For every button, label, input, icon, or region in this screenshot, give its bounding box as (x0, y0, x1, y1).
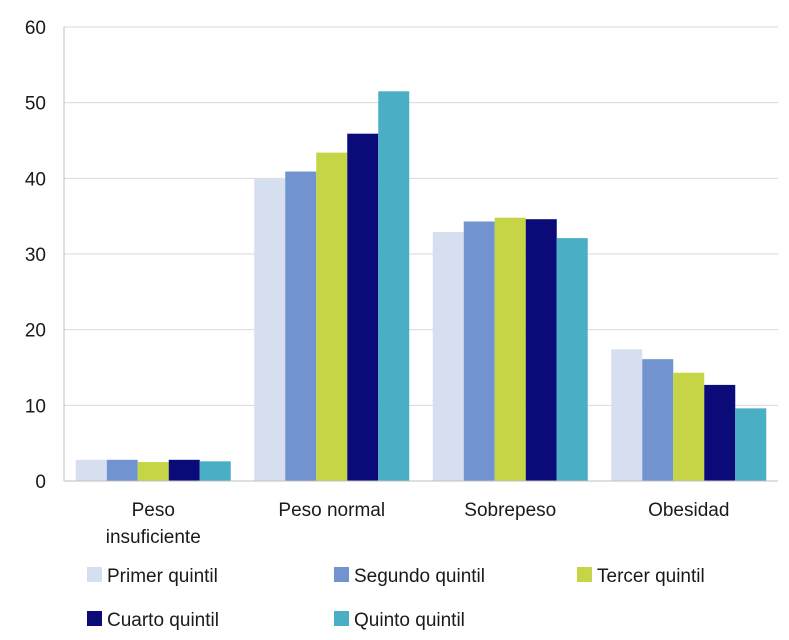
bar-cuarto-quintil (704, 384, 736, 481)
legend-swatch (87, 611, 102, 626)
bars (75, 91, 767, 482)
bar-segundo-quintil (285, 171, 317, 482)
bar-segundo-quintil (642, 359, 674, 481)
bar-quinto-quintil (735, 408, 767, 481)
legend-label: Quinto quintil (354, 610, 465, 631)
bar-primer-quintil (611, 349, 643, 481)
legend-swatch (577, 567, 592, 582)
category-label: Sobrepeso (464, 500, 556, 521)
category-label: Peso normal (278, 500, 385, 521)
y-tick-label: 30 (25, 245, 46, 266)
bar-tercer-quintil (673, 372, 705, 481)
category-label: insuficiente (106, 527, 201, 548)
y-axis-ticks: 0 10 20 30 40 50 60 (25, 18, 46, 493)
y-tick-label: 20 (25, 321, 46, 342)
legend-swatch (334, 567, 349, 582)
bar-tercer-quintil (137, 462, 169, 481)
legend-item: Quinto quintil (334, 610, 465, 631)
legend-label: Segundo quintil (354, 566, 485, 587)
bar-primer-quintil (432, 232, 464, 481)
legend-item: Primer quintil (87, 566, 218, 587)
y-tick-label: 60 (25, 18, 46, 39)
bar-quinto-quintil (199, 461, 231, 481)
legend-label: Tercer quintil (597, 566, 705, 587)
legend-label: Cuarto quintil (107, 610, 219, 631)
y-tick-label: 10 (25, 396, 46, 417)
bar-quinto-quintil (556, 238, 588, 481)
legend: Primer quintil Segundo quintil Tercer quin… (87, 566, 705, 631)
legend-item: Tercer quintil (577, 566, 705, 587)
y-tick-label: 50 (25, 94, 46, 115)
bar-quinto-quintil (378, 91, 410, 482)
bar-segundo-quintil (463, 221, 495, 482)
bar-tercer-quintil (316, 152, 348, 481)
x-axis-categories: Peso insuficiente Peso normal Sobrepeso Obes… (106, 500, 730, 548)
bar-cuarto-quintil (525, 219, 557, 481)
bar-tercer-quintil (494, 217, 526, 481)
bar-cuarto-quintil (347, 133, 379, 481)
bar-cuarto-quintil (168, 459, 200, 481)
legend-label: Primer quintil (107, 566, 218, 587)
legend-swatch (87, 567, 102, 582)
legend-swatch (334, 611, 349, 626)
category-label: Obesidad (648, 500, 729, 521)
bar-segundo-quintil (106, 459, 138, 481)
legend-item: Segundo quintil (334, 566, 485, 587)
y-tick-label: 0 (35, 472, 46, 493)
category-label: Peso (132, 500, 175, 521)
bar-primer-quintil (254, 179, 286, 481)
bar-primer-quintil (75, 459, 107, 481)
gridlines (63, 26, 778, 481)
y-tick-label: 40 (25, 169, 46, 190)
legend-item: Cuarto quintil (87, 610, 219, 631)
